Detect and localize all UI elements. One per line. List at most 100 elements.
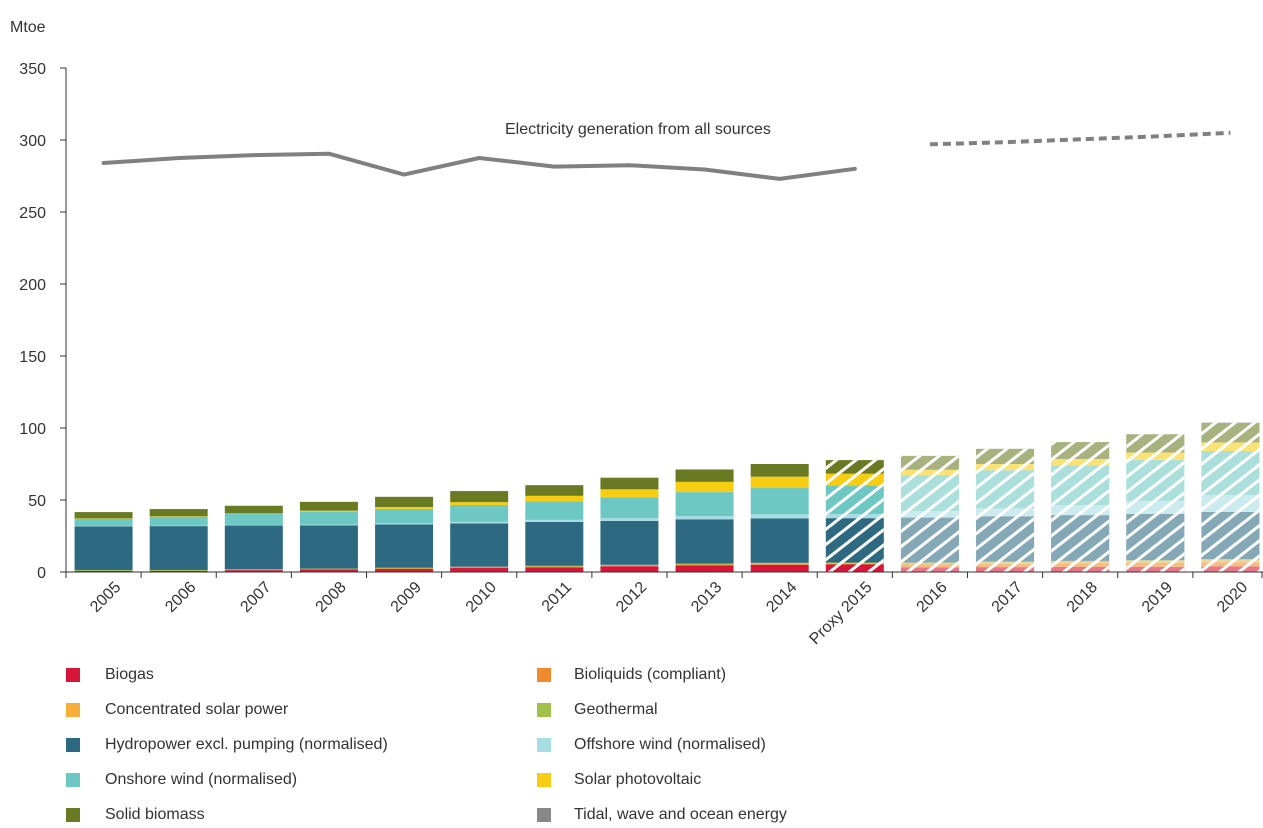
y-axis-title: Mtoe [10, 19, 46, 36]
bar-segment [750, 488, 809, 515]
bar-segment [149, 569, 208, 571]
x-axis: 2005 2006 2007 2008 2009 2010 2011 2012 2013 2014… [65, 571, 1263, 648]
legend-item: Solid biomass [66, 802, 205, 828]
bar-segment [375, 568, 434, 572]
x-tick-label: 2009 [388, 579, 425, 616]
y-axis: 0 50 100 150 200 250 300 350 [19, 61, 67, 582]
bar-segment [675, 515, 734, 520]
legend-swatch [66, 773, 80, 787]
legend-swatch [537, 738, 551, 752]
x-tick-label: 2008 [313, 579, 350, 616]
bar-segment [525, 566, 584, 568]
x-tick-label: 2018 [1064, 579, 1101, 616]
bar-segment [224, 513, 283, 514]
bar-segment [299, 501, 358, 511]
x-tick-label: 2007 [237, 579, 274, 616]
bar-segment [750, 564, 809, 572]
bar-segment [675, 481, 734, 493]
bar-segment [74, 525, 133, 527]
y-tick-label: 0 [37, 565, 46, 582]
bar-segment [675, 519, 734, 564]
y-tick-label: 200 [19, 277, 46, 294]
bar-segment [750, 476, 809, 489]
projection-hatch [900, 455, 959, 572]
bar-segment [299, 525, 358, 569]
bar-segment [750, 563, 809, 565]
bar-segment [750, 564, 809, 565]
x-tick-label: 2012 [613, 579, 650, 616]
bar-segment [375, 496, 434, 508]
bar-segment [525, 521, 584, 566]
legend-item: Biogas [66, 662, 154, 688]
y-tick-label: 350 [19, 61, 46, 78]
bar-segment [375, 568, 434, 570]
legend-label: Onshore wind (normalised) [105, 771, 298, 788]
x-tick-label: 2019 [1139, 579, 1176, 616]
bar-segment [450, 523, 509, 567]
y-tick-label: 250 [19, 205, 46, 222]
bar-segment [675, 492, 734, 516]
x-tick-label: 2016 [914, 579, 951, 616]
bar-segment [600, 520, 659, 565]
y-tick-label: 100 [19, 421, 46, 438]
bar-segment [375, 524, 434, 568]
bar-segment [525, 501, 584, 520]
bar-segment [450, 491, 509, 503]
legend-label: Concentrated solar power [105, 701, 289, 718]
bar-segment [600, 565, 659, 567]
legend-item: Bioliquids (compliant) [537, 662, 726, 688]
bar-segment [149, 525, 208, 527]
projected-generation-line [929, 130, 1231, 147]
projection-hatch [1201, 422, 1260, 572]
bar-segment [600, 566, 659, 572]
bar-segment [149, 516, 208, 526]
bar-segment [149, 526, 208, 570]
x-tick-label: 2006 [162, 579, 199, 616]
x-tick-label: Proxy 2015 [806, 579, 875, 648]
x-tick-label: 2013 [688, 579, 725, 616]
bar-segment [299, 568, 358, 570]
legend-item: Hydropower excl. pumping (normalised) [66, 732, 388, 758]
bar-segment [450, 567, 509, 569]
bar-segment [750, 518, 809, 563]
bar-segment [450, 505, 509, 522]
bar-segment [750, 514, 809, 519]
bar-segment [675, 564, 734, 566]
bar-segment [74, 512, 133, 519]
bar-segment [375, 507, 434, 509]
bar-segment [375, 508, 434, 524]
projection-hatch [825, 460, 884, 572]
legend-swatch [66, 668, 80, 682]
bar-segment [600, 564, 659, 566]
bar-segment [224, 505, 283, 514]
bar-segment [450, 567, 509, 572]
legend-swatch [537, 773, 551, 787]
bar-segment [525, 485, 584, 496]
bar-segment [675, 563, 734, 565]
x-tick-label: 2010 [463, 579, 500, 616]
legend: Biogas Bioliquids (compliant) Concentrated… [0, 662, 1263, 826]
bar-segment [74, 518, 133, 519]
bar-segment [74, 570, 133, 571]
legend-label: Tidal, wave and ocean energy [574, 806, 787, 823]
bar-segment [525, 495, 584, 502]
y-tick-label: 150 [19, 349, 46, 366]
bar-segment [149, 509, 208, 517]
bar-segment [224, 569, 283, 571]
legend-label: Biogas [105, 666, 154, 683]
legend-swatch [537, 703, 551, 717]
bar-segment [450, 521, 509, 524]
legend-item: Concentrated solar power [66, 697, 288, 723]
y-tick-label: 50 [28, 493, 46, 510]
legend-swatch [537, 668, 551, 682]
legend-label: Solar photovoltaic [574, 771, 702, 788]
legend-item: Solar photovoltaic [537, 767, 701, 793]
legend-label: Hydropower excl. pumping (normalised) [105, 736, 388, 753]
legend-label: Offshore wind (normalised) [574, 736, 766, 753]
legend-swatch [66, 738, 80, 752]
generation-line [101, 151, 857, 181]
bar-segment [675, 565, 734, 572]
bar-segment [600, 518, 659, 521]
x-tick-label: 2014 [763, 579, 800, 616]
